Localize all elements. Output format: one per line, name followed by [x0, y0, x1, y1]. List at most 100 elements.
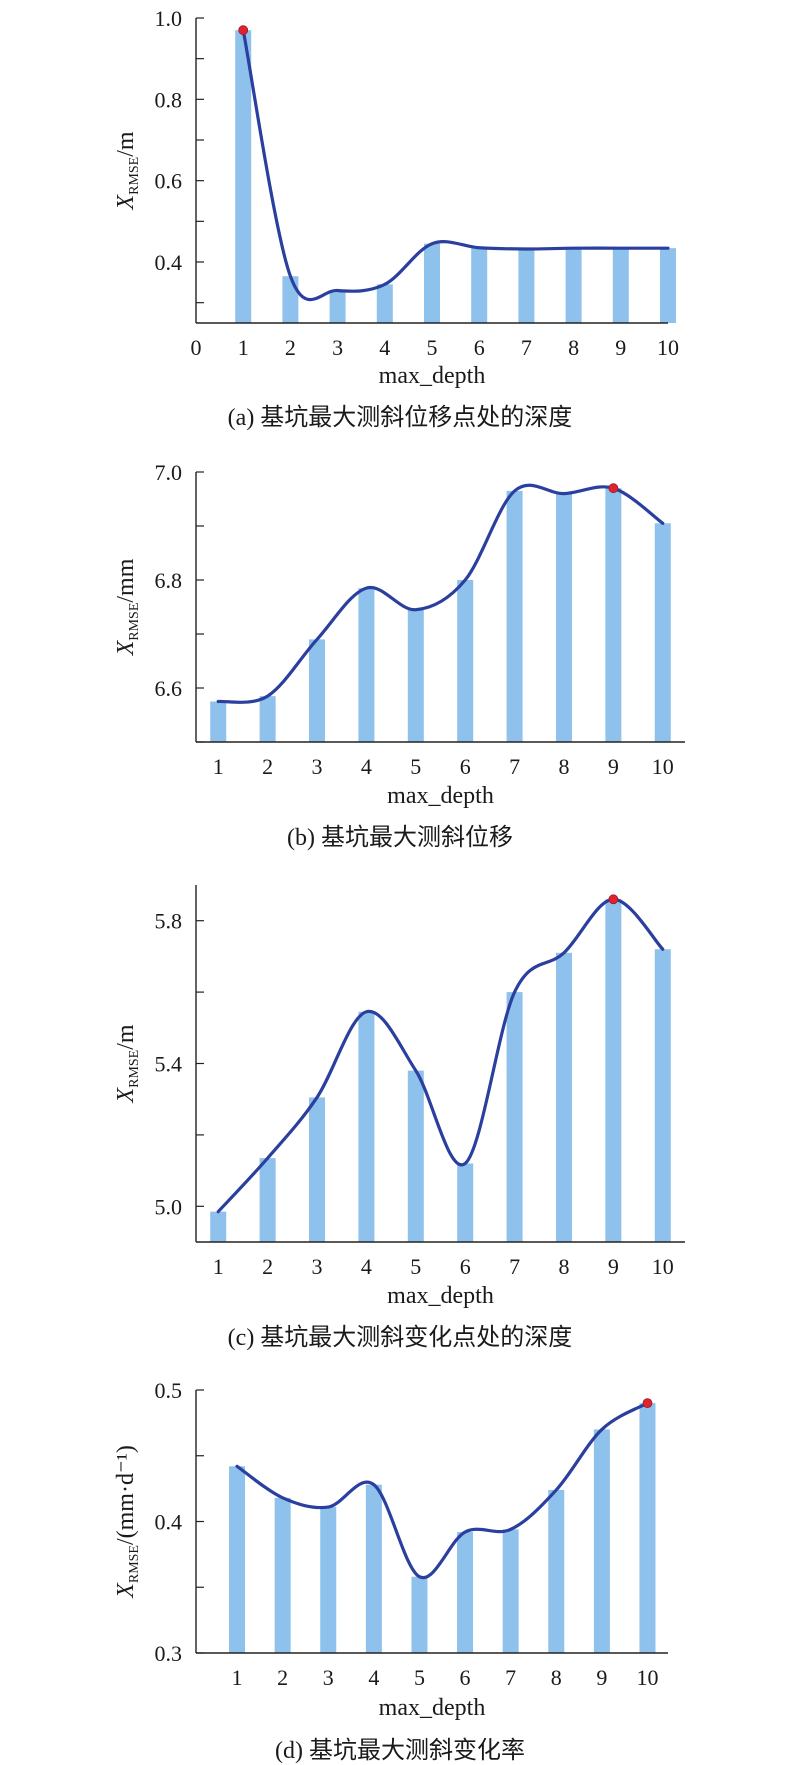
x-tick-label: 10 — [657, 335, 679, 360]
bar-5 — [407, 609, 424, 742]
bar-3 — [309, 1097, 326, 1242]
y-tick-label: 0.4 — [155, 1510, 183, 1535]
x-tick-label: 4 — [361, 754, 372, 779]
bar-8 — [548, 1489, 565, 1653]
max-point-marker — [608, 483, 619, 494]
y-axis-label-unit: /mm — [113, 558, 139, 602]
bar-6 — [457, 580, 474, 742]
bar-3 — [320, 1507, 337, 1653]
x-tick-label: 6 — [474, 335, 485, 360]
bar-2 — [274, 1497, 291, 1653]
trend-curve — [216, 897, 665, 1214]
y-tick-label: 0.5 — [155, 1378, 183, 1403]
x-tick-label: 9 — [615, 335, 626, 360]
y-axis-label-unit: /(mm·d⁻¹) — [113, 1445, 139, 1545]
x-tick-label: 10 — [652, 754, 674, 779]
bar-10 — [654, 949, 671, 1242]
y-axis-label-var: X — [113, 1582, 139, 1599]
bar-9 — [605, 488, 622, 742]
x-axis-label: max_depth — [379, 363, 486, 389]
y-axis-label: XRMSE/m — [113, 131, 142, 210]
bar-5 — [411, 1576, 428, 1653]
y-axis-label-sub: RMSE — [127, 1050, 142, 1088]
x-tick-label: 6 — [460, 1665, 471, 1690]
bar-4 — [365, 1484, 382, 1653]
panel-caption: (a) 基坑最大测斜位移点处的深度 — [228, 404, 573, 431]
bar-10 — [660, 248, 676, 323]
bar-9 — [612, 248, 629, 323]
bar-2 — [259, 1158, 276, 1242]
x-tick-label: 4 — [368, 1665, 379, 1690]
trend-curve — [241, 28, 670, 302]
x-tick-label: 1 — [238, 335, 249, 360]
y-tick-label: 0.4 — [155, 250, 183, 275]
bar-7 — [502, 1529, 519, 1653]
bar-6 — [471, 247, 488, 323]
y-tick-label: 0.3 — [155, 1641, 183, 1666]
x-tick-label: 7 — [509, 754, 520, 779]
bars — [210, 899, 671, 1242]
bar-1 — [229, 1466, 246, 1653]
bar-1 — [235, 30, 252, 323]
x-tick-label: 5 — [410, 1254, 421, 1279]
bar-10 — [639, 1403, 656, 1653]
bar-7 — [518, 248, 535, 323]
x-tick-label: 9 — [608, 1254, 619, 1279]
y-axis-label-sub: RMSE — [127, 603, 142, 641]
bar-4 — [358, 588, 375, 742]
x-tick-label: 9 — [596, 1665, 607, 1690]
x-tick-label: 5 — [414, 1665, 425, 1690]
x-tick-label: 7 — [509, 1254, 520, 1279]
x-tick-label: 2 — [285, 335, 296, 360]
y-tick-label: 6.6 — [155, 676, 183, 701]
y-tick-label: 0.6 — [155, 169, 183, 194]
bars — [235, 30, 676, 323]
bar-7 — [506, 490, 523, 742]
y-tick-label: 5.8 — [155, 909, 183, 934]
chart-panel-b: 6.6 6.8 7.0 1 2 3 4 5 6 7 8 9 10 max_depth XRMSE/mm (b)… — [113, 460, 685, 851]
bar-7 — [506, 992, 523, 1242]
x-tick-label: 3 — [332, 335, 343, 360]
y-tick-label: 0.8 — [155, 87, 183, 112]
y-axis-label: XRMSE/mm — [113, 558, 142, 656]
bar-8 — [555, 493, 572, 742]
y-axis-label-var: X — [113, 194, 139, 211]
x-tick-label: 6 — [460, 1254, 471, 1279]
x-tick-label: 7 — [521, 335, 532, 360]
bar-9 — [593, 1429, 610, 1653]
x-tick-label: 8 — [568, 335, 579, 360]
x-tick-label: 4 — [361, 1254, 372, 1279]
x-axis-label: max_depth — [379, 1695, 486, 1721]
max-point-marker — [238, 25, 249, 36]
bar-3 — [309, 639, 326, 742]
y-tick-label: 5.0 — [155, 1194, 183, 1219]
bars — [210, 488, 671, 742]
bar-8 — [565, 248, 582, 323]
x-tick-label: 8 — [558, 1254, 569, 1279]
x-tick-label: 8 — [558, 754, 569, 779]
y-axis-label-sub: RMSE — [127, 157, 142, 195]
x-tick-label: 4 — [379, 335, 390, 360]
x-tick-label: 1 — [213, 1254, 224, 1279]
bar-3 — [329, 290, 346, 323]
x-tick-label: 6 — [460, 754, 471, 779]
bar-4 — [358, 1011, 375, 1242]
x-tick-label: 2 — [262, 754, 273, 779]
bar-5 — [424, 243, 440, 323]
max-point-marker — [642, 1398, 653, 1409]
y-axis-label-sub: RMSE — [127, 1545, 142, 1583]
x-tick-label: 3 — [312, 1254, 323, 1279]
x-tick-label: 3 — [312, 754, 323, 779]
x-tick-label: 2 — [262, 1254, 273, 1279]
x-tick-label: 5 — [427, 335, 438, 360]
y-tick-label: 6.8 — [155, 568, 183, 593]
chart-panel-c: 5.0 5.4 5.8 1 2 3 4 5 6 7 8 9 10 max_depth XRMSE/m (c) … — [113, 885, 685, 1351]
x-tick-label: 0 — [191, 335, 202, 360]
bar-2 — [259, 696, 276, 742]
bar-6 — [457, 1163, 474, 1242]
x-tick-label: 1 — [213, 754, 224, 779]
bar-1 — [210, 1211, 227, 1242]
x-axis-label: max_depth — [387, 1283, 494, 1309]
x-tick-label: 2 — [277, 1665, 288, 1690]
